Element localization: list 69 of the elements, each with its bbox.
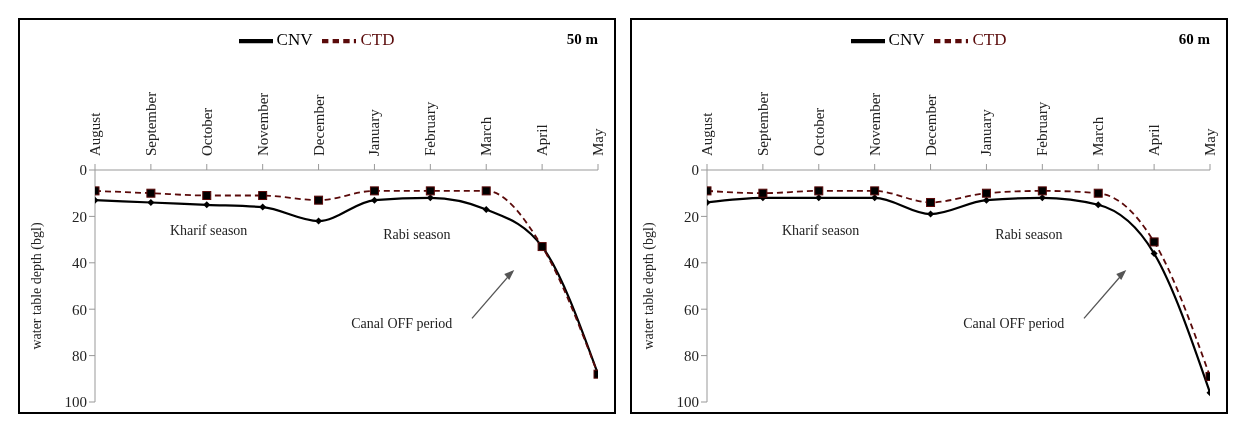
y-axis-title: water table depth (bgl) — [28, 222, 45, 350]
y-tick-label: 40 — [72, 255, 87, 272]
legend-label: CNV — [888, 29, 925, 49]
y-axis-title: water table depth (bgl) — [640, 222, 657, 350]
x-tick-label: December — [310, 94, 327, 156]
annotation: Rabi season — [383, 227, 451, 243]
legend-label: CTD — [360, 29, 395, 49]
annotation: Kharif season — [169, 222, 248, 238]
y-tick-label: 80 — [72, 347, 87, 364]
x-tick-label: October — [810, 107, 827, 156]
annotation: Canal OFF period — [963, 315, 1065, 331]
chart-title: 50 m — [566, 31, 599, 47]
y-tick-label: 20 — [72, 208, 87, 225]
point — [1094, 201, 1102, 209]
y-tick-label: 60 — [684, 301, 699, 318]
point — [1149, 237, 1159, 247]
chart-title: 60 m — [1178, 31, 1211, 47]
x-tick-label: March — [1090, 116, 1107, 156]
x-tick-label: November — [866, 92, 883, 156]
point — [314, 195, 324, 205]
x-tick-label: August — [699, 111, 715, 156]
point — [926, 197, 936, 207]
point — [814, 186, 824, 196]
x-tick-label: February — [1034, 101, 1051, 156]
point — [981, 188, 991, 198]
x-tick-label: December — [922, 94, 939, 156]
x-tick-label: August — [87, 111, 103, 156]
point — [259, 203, 267, 211]
point — [758, 188, 768, 198]
x-tick-label: October — [198, 107, 215, 156]
point — [1093, 188, 1103, 198]
y-tick-label: 0 — [79, 162, 87, 179]
x-tick-label: May — [590, 128, 606, 156]
point — [481, 186, 491, 196]
point — [147, 198, 155, 206]
point — [982, 196, 990, 204]
point — [482, 205, 490, 213]
x-tick-label: September — [142, 91, 159, 156]
y-tick-label: 80 — [684, 347, 699, 364]
x-tick-label: May — [1202, 128, 1218, 156]
point — [146, 188, 156, 198]
y-tick-label: 0 — [691, 162, 699, 179]
point — [258, 191, 268, 201]
legend-label: CNV — [276, 29, 313, 49]
annotation: Canal OFF period — [351, 315, 453, 331]
legend-label: CTD — [972, 29, 1007, 49]
y-tick-label: 60 — [72, 301, 87, 318]
point — [370, 196, 378, 204]
x-tick-label: April — [534, 124, 551, 156]
annotation: Rabi season — [995, 227, 1063, 243]
annotation: Kharif season — [781, 222, 860, 238]
x-tick-label: January — [366, 108, 383, 156]
point — [870, 186, 880, 196]
point — [369, 186, 379, 196]
y-tick-label: 100 — [64, 394, 87, 411]
point — [203, 201, 211, 209]
x-tick-label: January — [978, 108, 995, 156]
x-tick-label: March — [478, 116, 495, 156]
y-tick-label: 100 — [676, 394, 699, 411]
point — [1150, 250, 1158, 258]
x-tick-label: November — [254, 92, 271, 156]
x-tick-label: September — [754, 91, 771, 156]
y-tick-label: 40 — [684, 255, 699, 272]
point — [202, 191, 212, 201]
point — [425, 186, 435, 196]
x-tick-label: April — [1146, 124, 1163, 156]
x-tick-label: February — [422, 101, 439, 156]
y-tick-label: 20 — [684, 208, 699, 225]
point — [1037, 186, 1047, 196]
